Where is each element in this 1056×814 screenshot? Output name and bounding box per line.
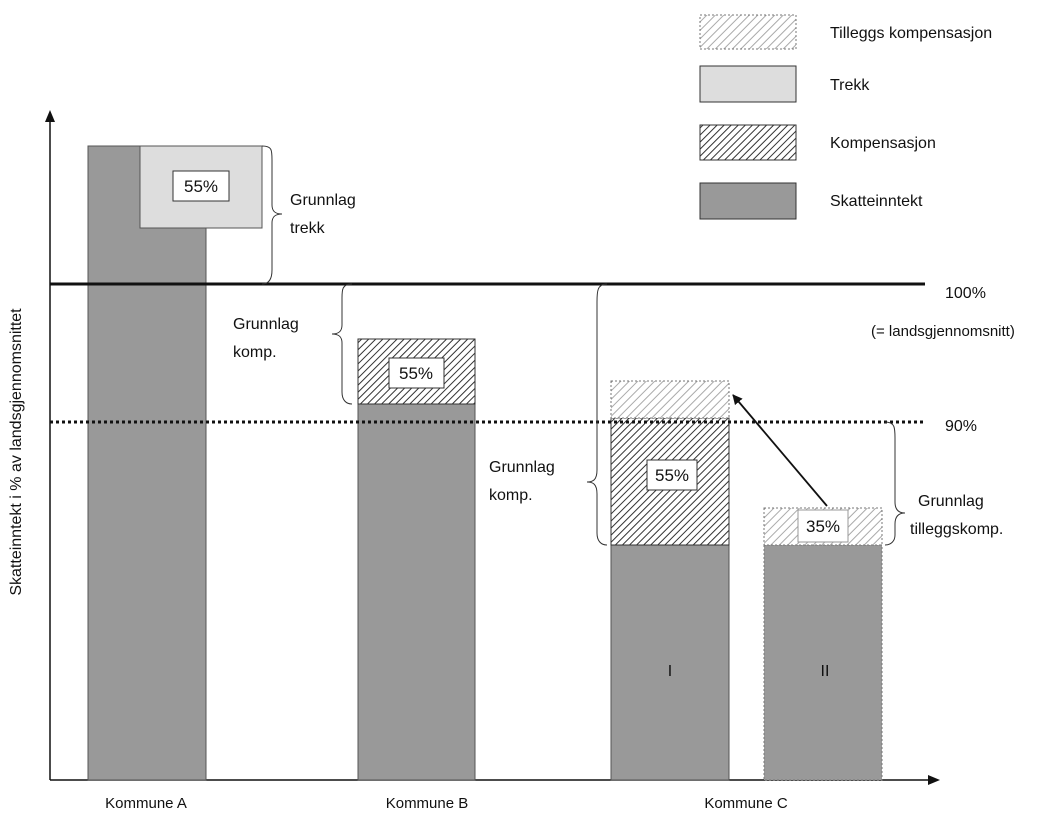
legend-label-trekk: Trekk <box>830 77 870 94</box>
legend-swatch-trekk <box>699 65 797 103</box>
bar-c2-percent: 35% <box>806 517 840 536</box>
legend-label-skatteinntekt: Skatteinntekt <box>830 193 923 210</box>
category-kommune-b: Kommune B <box>386 795 469 812</box>
brace-grunnlag-tillegg <box>884 421 906 546</box>
legend-item-trekk: Trekk <box>699 65 870 103</box>
legend: Tilleggs kompensasjon Trekk Kompensasjon… <box>699 14 992 220</box>
bar-kommune-a: 55% <box>87 145 263 781</box>
category-kommune-a: Kommune A <box>105 795 187 812</box>
bar-c1-tillegg <box>610 380 730 419</box>
y-axis-label: Skatteinntekt i % av landsgjennomsnittet <box>8 308 25 596</box>
bar-b-skatteinntekt <box>357 403 476 781</box>
bar-c1-percent: 55% <box>655 466 689 485</box>
label-100-percent: 100% <box>945 285 986 302</box>
brace-grunnlag-trekk <box>261 145 283 285</box>
y-axis-arrow <box>45 110 55 122</box>
label-grunnlag-komp-c-1: Grunnlag <box>489 459 555 476</box>
label-90-percent: 90% <box>945 418 977 435</box>
legend-swatch-tillegg <box>699 14 797 50</box>
legend-item-skatteinntekt: Skatteinntekt <box>699 182 923 220</box>
bar-kommune-c2: 35% II <box>763 507 883 781</box>
bar-kommune-c1: 55% I <box>610 380 730 781</box>
bar-b-percent: 55% <box>399 364 433 383</box>
bar-c2-percent-box <box>797 509 849 543</box>
label-grunnlag-komp-c-2: komp. <box>489 487 533 504</box>
bar-c1-skatteinntekt <box>610 544 730 781</box>
label-grunnlag-komp-b-2: komp. <box>233 344 277 361</box>
bar-b-percent-box <box>388 357 445 389</box>
label-grunnlag-komp-b-1: Grunnlag <box>233 316 299 333</box>
x-axis-arrow <box>928 775 940 785</box>
arrow-tillegg-transfer <box>732 394 828 507</box>
legend-label-tillegg: Tilleggs kompensasjon <box>830 25 992 42</box>
legend-item-tillegg: Tilleggs kompensasjon <box>699 14 992 50</box>
label-grunnlag-trekk-2: trekk <box>290 220 326 237</box>
category-kommune-c: Kommune C <box>704 795 788 812</box>
bar-a-percent: 55% <box>184 177 218 196</box>
bar-c2-roman: II <box>821 663 830 680</box>
brace-grunnlag-komp-c <box>586 283 608 546</box>
bar-a-skatteinntekt <box>87 145 207 781</box>
bar-a-percent-box <box>172 170 230 202</box>
legend-item-kompensasjon: Kompensasjon <box>699 124 936 161</box>
bar-kommune-b: 55% <box>357 338 476 781</box>
label-grunnlag-tillegg-1: Grunnlag <box>918 493 984 510</box>
legend-swatch-skatteinntekt <box>699 182 797 220</box>
brace-grunnlag-komp-b <box>331 283 353 405</box>
bar-c2-skatteinntekt <box>763 544 883 781</box>
bar-c1-percent-box <box>646 459 698 491</box>
label-landsgjennomsnitt: (= landsgjennomsnitt) <box>871 323 1015 340</box>
label-grunnlag-trekk-1: Grunnlag <box>290 192 356 209</box>
label-grunnlag-tillegg-2: tilleggskomp. <box>910 521 1003 538</box>
legend-label-kompensasjon: Kompensasjon <box>830 135 936 152</box>
legend-swatch-kompensasjon <box>699 124 797 161</box>
bar-c1-roman: I <box>668 663 672 680</box>
